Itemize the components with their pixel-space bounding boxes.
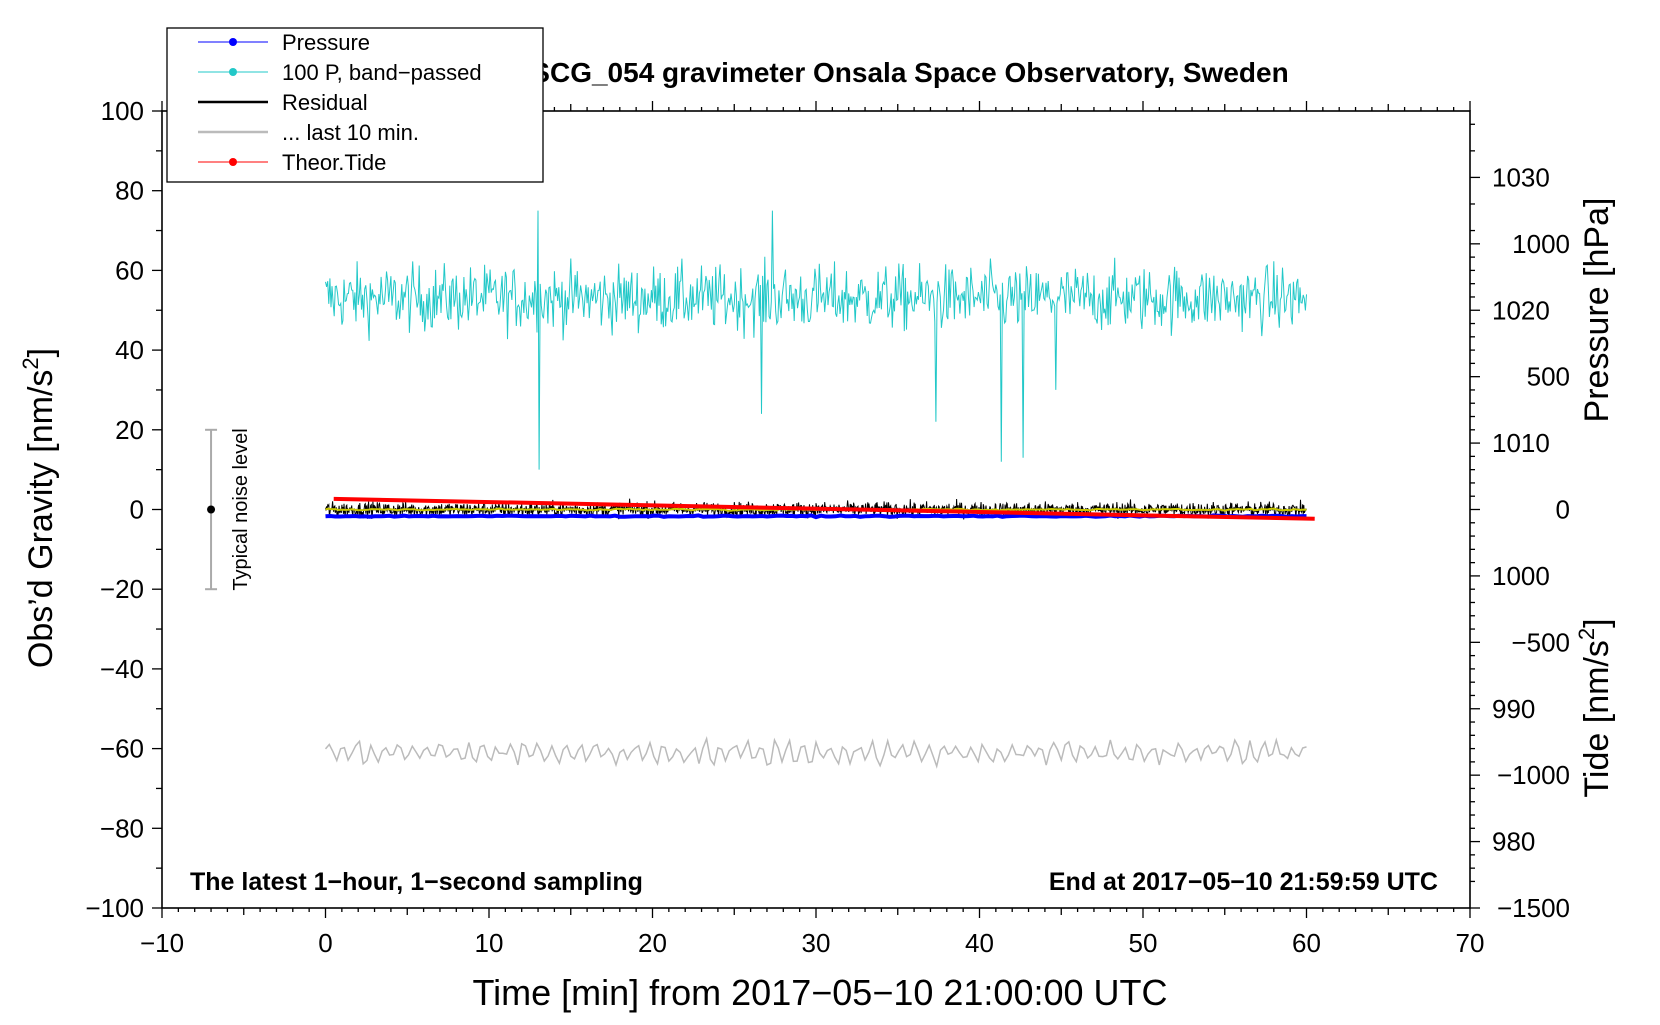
y-left-tick-label: 40 <box>115 335 144 365</box>
x-tick-label: 30 <box>802 928 831 958</box>
x-tick-label: 40 <box>965 928 994 958</box>
y-pressure-tick-label: 980 <box>1492 827 1535 857</box>
y-pressure-axis-ticks: 1030 1020 1010 1000 990 980 <box>1470 123 1550 869</box>
y-tide-axis-label-main: Tide [nm/s <box>1578 640 1616 797</box>
y-left-tick-label: 20 <box>115 415 144 445</box>
annotation-sampling: The latest 1−hour, 1−second sampling <box>190 868 643 896</box>
y-tide-tick-label: 500 <box>1527 362 1570 392</box>
x-tick-label: 10 <box>475 928 504 958</box>
x-axis-label: Time [min] from 2017−05−10 21:00:00 UTC <box>472 972 1167 1013</box>
y-left-axis-label-sup: 2 <box>18 357 43 369</box>
y-tide-tick-label: 1000 <box>1512 229 1570 259</box>
y-left-tick-label: −40 <box>100 654 144 684</box>
y-left-axis-label-close: ] <box>22 348 60 357</box>
legend-item-label: ... last 10 min. <box>282 120 419 145</box>
chart-title: SCG_054 gravimeter Onsala Space Observat… <box>531 57 1288 88</box>
y-left-tick-label: −80 <box>100 813 144 843</box>
x-tick-label: 0 <box>318 928 332 958</box>
y-left-tick-label: 100 <box>101 96 144 126</box>
y-pressure-tick-label: 1020 <box>1492 295 1550 325</box>
y-left-tick-label: −20 <box>100 574 144 604</box>
legend: Pressure 100 P, band−passed Residual ... la… <box>166 27 544 183</box>
noise-level-dot <box>207 505 216 514</box>
y-left-tick-label: 60 <box>115 255 144 285</box>
y-pressure-tick-label: 1010 <box>1492 428 1550 458</box>
y-tide-axis-label: Tide [nm/s2] <box>1574 618 1616 797</box>
legend-item-label: 100 P, band−passed <box>282 60 482 85</box>
y-left-tick-label: −100 <box>85 893 144 923</box>
y-tide-tick-label: −1500 <box>1497 893 1570 923</box>
x-axis-ticks: −10 0 10 20 30 40 50 60 70 <box>140 101 1485 958</box>
y-tide-tick-label: −1000 <box>1497 760 1570 790</box>
series-theor-tide-line <box>333 496 1315 521</box>
legend-box <box>166 27 544 183</box>
y-tide-axis-ticks: 1000 500 0 −500 −1000 −1500 <box>1470 229 1570 923</box>
series-bandpassed-line <box>325 210 1307 470</box>
legend-item-label: Residual <box>282 90 368 115</box>
series-layer <box>324 210 1315 769</box>
legend-items: Pressure 100 P, band−passed Residual ... la… <box>198 30 482 175</box>
legend-item-label: Pressure <box>282 30 370 55</box>
x-tick-label: −10 <box>140 928 184 958</box>
y-left-axis-label: Obs’d Gravity [nm/s2] <box>18 348 60 668</box>
y-left-tick-label: 80 <box>115 176 144 206</box>
y-left-tick-label: 0 <box>130 495 144 525</box>
y-left-tick-label: −60 <box>100 734 144 764</box>
series-residual-line <box>325 498 1307 520</box>
y-pressure-tick-label: 990 <box>1492 694 1535 724</box>
noise-level-marker: Typical noise level <box>205 428 252 591</box>
y-pressure-tick-label: 1030 <box>1492 162 1550 192</box>
x-tick-label: 20 <box>638 928 667 958</box>
x-tick-label: 60 <box>1292 928 1321 958</box>
series-last10min-line <box>324 735 1307 769</box>
legend-swatch-marker <box>229 38 237 46</box>
x-tick-label: 70 <box>1456 928 1485 958</box>
y-pressure-axis-label: Pressure [hPa] <box>1578 198 1616 423</box>
y-tide-axis-label-sup: 2 <box>1574 628 1599 640</box>
legend-swatch-marker <box>229 68 237 76</box>
y-tide-tick-label: −500 <box>1511 627 1570 657</box>
noise-level-label: Typical noise level <box>230 428 252 590</box>
y-tide-tick-label: 0 <box>1556 495 1570 525</box>
y-left-axis-ticks: 100 80 60 40 20 0 −20 −40 −60 −80 −100 <box>85 96 162 923</box>
y-pressure-tick-label: 1000 <box>1492 561 1550 591</box>
annotation-end-time: End at 2017−05−10 21:59:59 UTC <box>1049 868 1438 896</box>
x-tick-label: 50 <box>1129 928 1158 958</box>
y-left-axis-label-main: Obs’d Gravity [nm/s <box>22 370 60 669</box>
y-tide-axis-label-close: ] <box>1578 618 1616 627</box>
legend-item-label: Theor.Tide <box>282 150 386 175</box>
legend-swatch-marker <box>229 158 237 166</box>
